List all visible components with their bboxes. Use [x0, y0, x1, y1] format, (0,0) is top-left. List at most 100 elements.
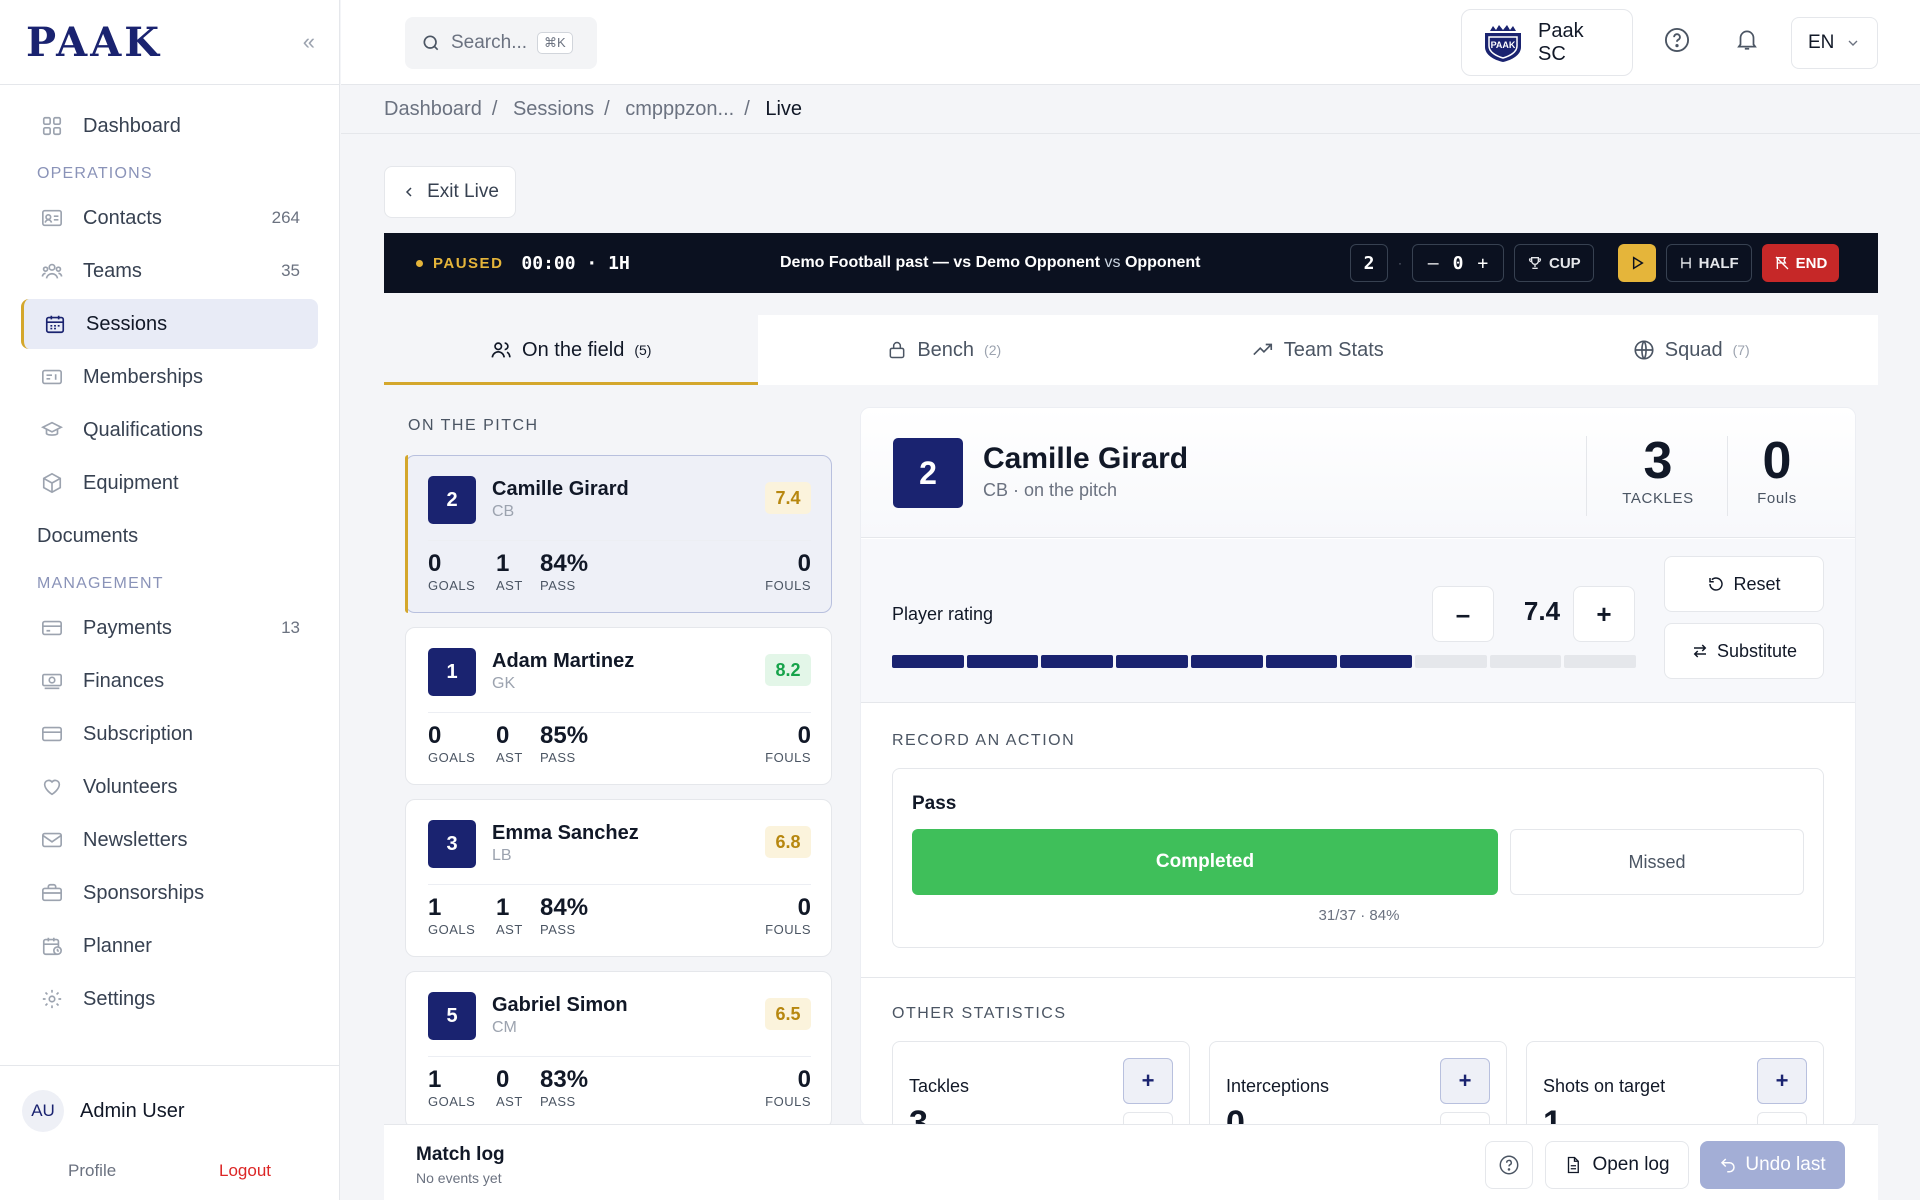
sidebar-item-label: Finances	[83, 669, 165, 692]
play-icon	[1629, 255, 1645, 271]
pass-value: 84%	[540, 550, 589, 577]
sidebar-item-volunteers[interactable]: Volunteers	[21, 762, 318, 812]
reset-label: Reset	[1733, 573, 1781, 594]
end-label: END	[1795, 254, 1828, 272]
breadcrumb-dashboard[interactable]: Dashboard	[384, 98, 482, 120]
help-icon[interactable]	[1663, 26, 1695, 58]
assists-label: AST	[496, 750, 523, 765]
substitute-button[interactable]: Substitute	[1664, 623, 1824, 679]
home-score[interactable]: 2	[1350, 244, 1388, 282]
sidebar-item-payments[interactable]: Payments 13	[21, 603, 318, 653]
reset-button[interactable]: Reset	[1664, 556, 1824, 612]
sidebar-item-label: Dashboard	[83, 114, 181, 137]
away-score-plus-button[interactable]: +	[1477, 252, 1489, 274]
sidebar-item-memberships[interactable]: Memberships	[21, 352, 318, 402]
play-button[interactable]	[1617, 244, 1656, 282]
sidebar-item-label: Equipment	[83, 471, 179, 494]
half-button[interactable]: HALF	[1665, 244, 1752, 282]
sidebar-item-documents[interactable]: Documents	[21, 511, 318, 561]
fouls-kpi: 0 Fouls	[1745, 432, 1809, 507]
credit-card-icon	[39, 721, 65, 747]
sidebar-item-subscription[interactable]: Subscription	[21, 709, 318, 759]
undo-icon	[1719, 1156, 1737, 1174]
breadcrumb-sessions[interactable]: Sessions	[512, 98, 595, 120]
away-score-minus-button[interactable]: –	[1427, 252, 1439, 274]
player-card[interactable]: 5 Gabriel Simon CM 6.5 1 GOALS 0 AST 83% PA…	[405, 971, 832, 1129]
score-separator: ·	[1398, 256, 1402, 270]
player-card[interactable]: 3 Emma Sanchez LB 6.8 1 GOALS 1 AST 84% PAS…	[405, 799, 832, 957]
brand-logo[interactable]: PAAK	[26, 18, 163, 66]
player-card[interactable]: 2 Camille Girard CB 7.4 0 GOALS 1 AST 84% P…	[405, 455, 832, 613]
record-action-heading: RECORD AN ACTION	[892, 732, 1076, 749]
sidebar-item-finances[interactable]: Finances	[21, 656, 318, 706]
stat-value: 1	[1543, 1104, 1562, 1127]
assists-label: AST	[496, 578, 523, 593]
match-log-bar: Match log No events yet Open log Undo la…	[384, 1124, 1878, 1200]
fouls-value: 0	[797, 550, 811, 577]
open-log-button[interactable]: Open log	[1545, 1141, 1689, 1189]
completed-button[interactable]: Completed	[912, 829, 1498, 895]
language-select[interactable]: EN	[1791, 17, 1878, 69]
fouls-label: FOULS	[765, 922, 811, 937]
sidebar-item-count: 13	[281, 618, 300, 637]
tab-squad[interactable]: Squad (7)	[1505, 315, 1879, 385]
users-icon	[490, 339, 512, 361]
exit-live-button[interactable]: Exit Live	[384, 166, 516, 218]
sidebar-item-planner[interactable]: Planner	[21, 921, 318, 971]
sidebar-item-newsletters[interactable]: Newsletters	[21, 815, 318, 865]
sidebar-item-contacts[interactable]: Contacts 264	[21, 193, 318, 243]
sidebar-item-equipment[interactable]: Equipment	[21, 458, 318, 508]
stat-increment-button[interactable]: +	[1440, 1058, 1490, 1104]
match-log-help-button[interactable]	[1485, 1141, 1533, 1189]
rating-increase-button[interactable]: +	[1573, 586, 1635, 642]
stat-decrement-button[interactable]	[1757, 1112, 1807, 1126]
tab-bench[interactable]: Bench (2)	[758, 315, 1132, 385]
away-score-stepper: – 0 +	[1412, 244, 1504, 282]
cup-button[interactable]: CUP	[1514, 244, 1594, 282]
collapse-sidebar-icon[interactable]: «	[302, 29, 315, 54]
sidebar-item-label: Planner	[83, 934, 152, 957]
missed-button[interactable]: Missed	[1510, 829, 1804, 895]
sidebar-item-label: Documents	[37, 524, 139, 547]
undo-last-label: Undo last	[1745, 1154, 1826, 1175]
sidebar-item-sessions[interactable]: Sessions	[21, 299, 318, 349]
brand-header: PAAK «	[0, 0, 339, 85]
sidebar-item-qualifications[interactable]: Qualifications	[21, 405, 318, 455]
stat-decrement-button[interactable]	[1123, 1112, 1173, 1126]
svg-text:PAAK: PAAK	[1491, 40, 1516, 50]
stat-increment-button[interactable]: +	[1123, 1058, 1173, 1104]
teams-icon	[39, 258, 65, 284]
tab-team-stats[interactable]: Team Stats	[1131, 315, 1505, 385]
profile-link[interactable]: Profile	[68, 1161, 117, 1180]
undo-last-button[interactable]: Undo last	[1700, 1141, 1845, 1189]
stat-increment-button[interactable]: +	[1757, 1058, 1807, 1104]
breadcrumb-current: Live	[765, 98, 803, 120]
sidebar-item-teams[interactable]: Teams 35	[21, 246, 318, 296]
stat-label: Tackles	[909, 1076, 970, 1096]
reset-icon	[1707, 575, 1725, 593]
pass-label: PASS	[540, 578, 576, 593]
fouls-kpi-value: 0	[1762, 432, 1792, 490]
end-button[interactable]: END	[1761, 244, 1840, 282]
logout-link[interactable]: Logout	[219, 1161, 271, 1180]
sidebar-item-label: Newsletters	[83, 828, 188, 851]
stat-decrement-button[interactable]	[1440, 1112, 1490, 1126]
exit-live-label: Exit Live	[427, 181, 499, 202]
search-input[interactable]: Search... ⌘K	[405, 17, 597, 69]
bell-icon[interactable]	[1734, 26, 1766, 58]
club-switcher[interactable]: PAAK Paak SC	[1461, 9, 1633, 76]
payments-icon	[39, 615, 65, 641]
pass-label: PASS	[540, 1094, 576, 1109]
divider	[1727, 436, 1728, 516]
rating-decrease-button[interactable]: –	[1432, 586, 1494, 642]
sidebar-item-dashboard[interactable]: Dashboard	[21, 101, 318, 151]
trending-up-icon	[1252, 339, 1274, 361]
sidebar-item-sponsorships[interactable]: Sponsorships	[21, 868, 318, 918]
contacts-icon	[39, 205, 65, 231]
player-card[interactable]: 1 Adam Martinez GK 8.2 0 GOALS 0 AST 85% PA…	[405, 627, 832, 785]
sidebar-item-settings[interactable]: Settings	[21, 974, 318, 1024]
tab-on-the-field[interactable]: On the field (5)	[384, 315, 758, 385]
avatar[interactable]: AU	[22, 1090, 64, 1132]
player-rating-label: Player rating	[892, 604, 994, 624]
breadcrumb-session-id[interactable]: cmpppzon...	[625, 98, 735, 120]
